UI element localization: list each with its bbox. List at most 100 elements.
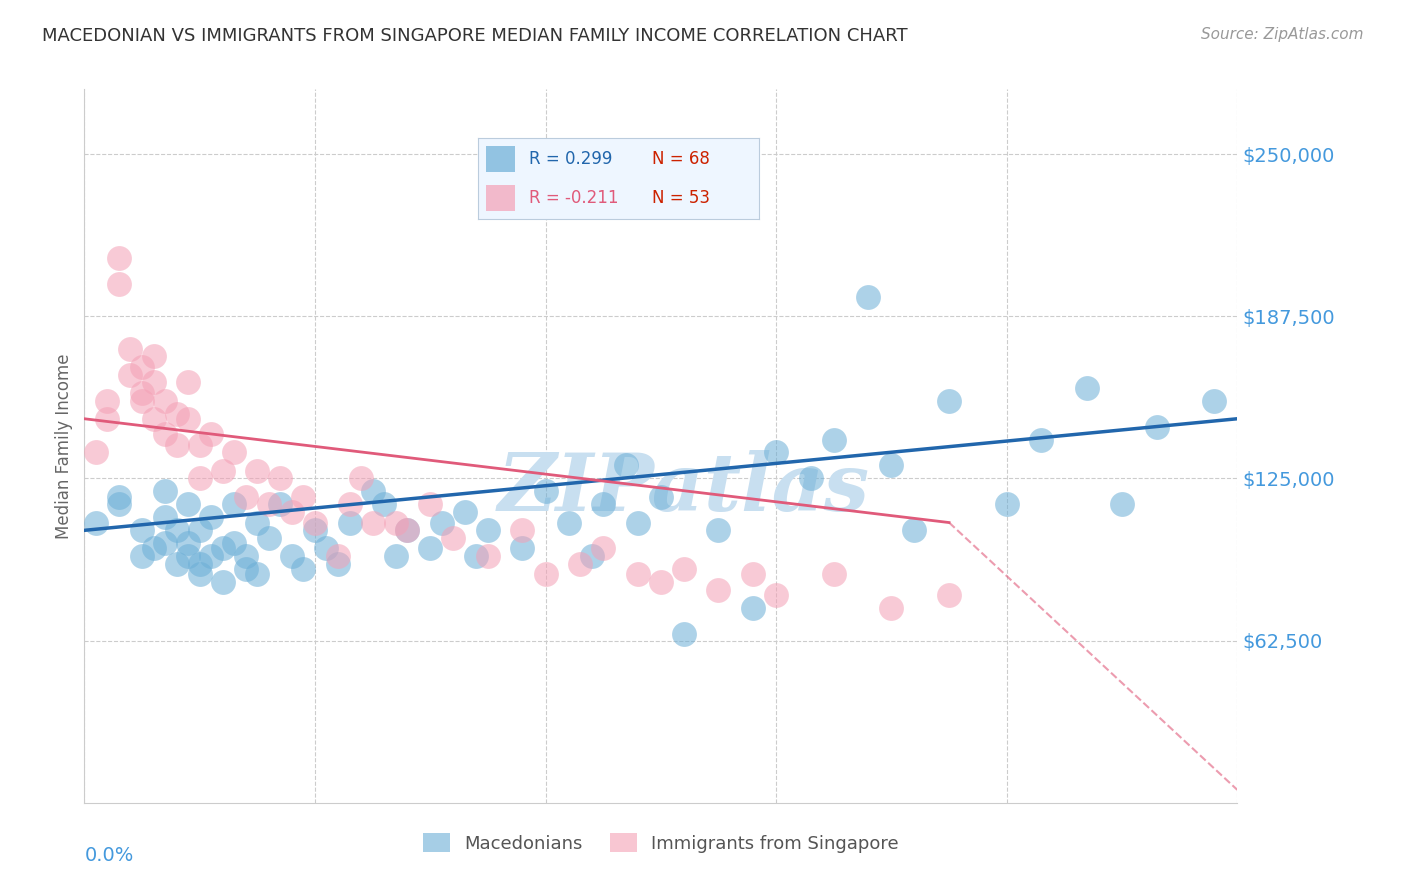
Point bbox=[177, 376, 200, 390]
Point bbox=[361, 484, 384, 499]
Point bbox=[108, 490, 131, 504]
Point bbox=[373, 497, 395, 511]
Point bbox=[304, 524, 326, 538]
Point bbox=[188, 557, 211, 571]
Point bbox=[512, 524, 534, 538]
Point bbox=[177, 497, 200, 511]
Point bbox=[396, 524, 419, 538]
Point bbox=[326, 557, 349, 571]
Point bbox=[672, 562, 695, 576]
Point bbox=[903, 524, 925, 538]
Point bbox=[166, 524, 188, 538]
Point bbox=[823, 433, 845, 447]
Point bbox=[108, 277, 131, 291]
Point bbox=[765, 588, 787, 602]
Point bbox=[166, 407, 188, 421]
Point bbox=[235, 549, 257, 564]
Y-axis label: Median Family Income: Median Family Income bbox=[55, 353, 73, 539]
Point bbox=[177, 549, 200, 564]
Point bbox=[512, 541, 534, 556]
Point bbox=[153, 484, 176, 499]
Point bbox=[396, 524, 419, 538]
Point bbox=[188, 524, 211, 538]
Point bbox=[477, 549, 499, 564]
Point bbox=[765, 445, 787, 459]
Point bbox=[419, 497, 441, 511]
Point bbox=[84, 445, 107, 459]
Point bbox=[995, 497, 1018, 511]
Point bbox=[880, 458, 903, 473]
Point bbox=[339, 497, 361, 511]
Point bbox=[419, 541, 441, 556]
Point bbox=[224, 497, 246, 511]
Point bbox=[627, 567, 650, 582]
Point bbox=[211, 464, 233, 478]
Point bbox=[465, 549, 488, 564]
Point bbox=[235, 490, 257, 504]
Point bbox=[304, 516, 326, 530]
Point bbox=[84, 516, 107, 530]
Text: N = 68: N = 68 bbox=[652, 150, 710, 168]
Point bbox=[269, 471, 291, 485]
Point bbox=[131, 385, 153, 400]
Point bbox=[257, 531, 280, 545]
Point bbox=[880, 601, 903, 615]
Point bbox=[938, 393, 960, 408]
Point bbox=[153, 393, 176, 408]
Point bbox=[131, 549, 153, 564]
Text: N = 53: N = 53 bbox=[652, 189, 710, 207]
Point bbox=[1031, 433, 1053, 447]
Point bbox=[246, 464, 269, 478]
Point bbox=[153, 536, 176, 550]
Point bbox=[153, 510, 176, 524]
Point bbox=[224, 445, 246, 459]
Point bbox=[96, 393, 118, 408]
Point bbox=[1076, 381, 1098, 395]
Point bbox=[430, 516, 453, 530]
Point bbox=[350, 471, 373, 485]
Point bbox=[534, 567, 557, 582]
Point bbox=[441, 531, 464, 545]
Point bbox=[581, 549, 603, 564]
Point bbox=[627, 516, 650, 530]
Point bbox=[569, 557, 592, 571]
Point bbox=[200, 549, 222, 564]
Point bbox=[614, 458, 637, 473]
Point bbox=[384, 516, 406, 530]
Point bbox=[246, 567, 269, 582]
Point bbox=[477, 524, 499, 538]
Point bbox=[650, 575, 672, 590]
Point bbox=[534, 484, 557, 499]
Point bbox=[131, 524, 153, 538]
Point bbox=[281, 505, 304, 519]
Point bbox=[235, 562, 257, 576]
Point bbox=[1111, 497, 1133, 511]
Point bbox=[120, 368, 142, 382]
Point bbox=[823, 567, 845, 582]
Point bbox=[166, 557, 188, 571]
Point bbox=[200, 510, 222, 524]
Point bbox=[246, 516, 269, 530]
Point bbox=[858, 290, 880, 304]
Point bbox=[177, 411, 200, 425]
Point bbox=[454, 505, 477, 519]
Point bbox=[800, 471, 823, 485]
Point bbox=[707, 524, 730, 538]
Point bbox=[142, 541, 165, 556]
Point bbox=[938, 588, 960, 602]
Point bbox=[131, 393, 153, 408]
Point bbox=[292, 562, 315, 576]
Text: MACEDONIAN VS IMMIGRANTS FROM SINGAPORE MEDIAN FAMILY INCOME CORRELATION CHART: MACEDONIAN VS IMMIGRANTS FROM SINGAPORE … bbox=[42, 27, 908, 45]
Point bbox=[120, 342, 142, 356]
Point bbox=[326, 549, 349, 564]
Bar bbox=[486, 146, 515, 172]
Point bbox=[361, 516, 384, 530]
Point bbox=[142, 350, 165, 364]
Point bbox=[224, 536, 246, 550]
Point bbox=[153, 427, 176, 442]
Point bbox=[1146, 419, 1168, 434]
Point bbox=[742, 601, 765, 615]
Point bbox=[177, 536, 200, 550]
Text: Source: ZipAtlas.com: Source: ZipAtlas.com bbox=[1201, 27, 1364, 42]
Point bbox=[211, 541, 233, 556]
